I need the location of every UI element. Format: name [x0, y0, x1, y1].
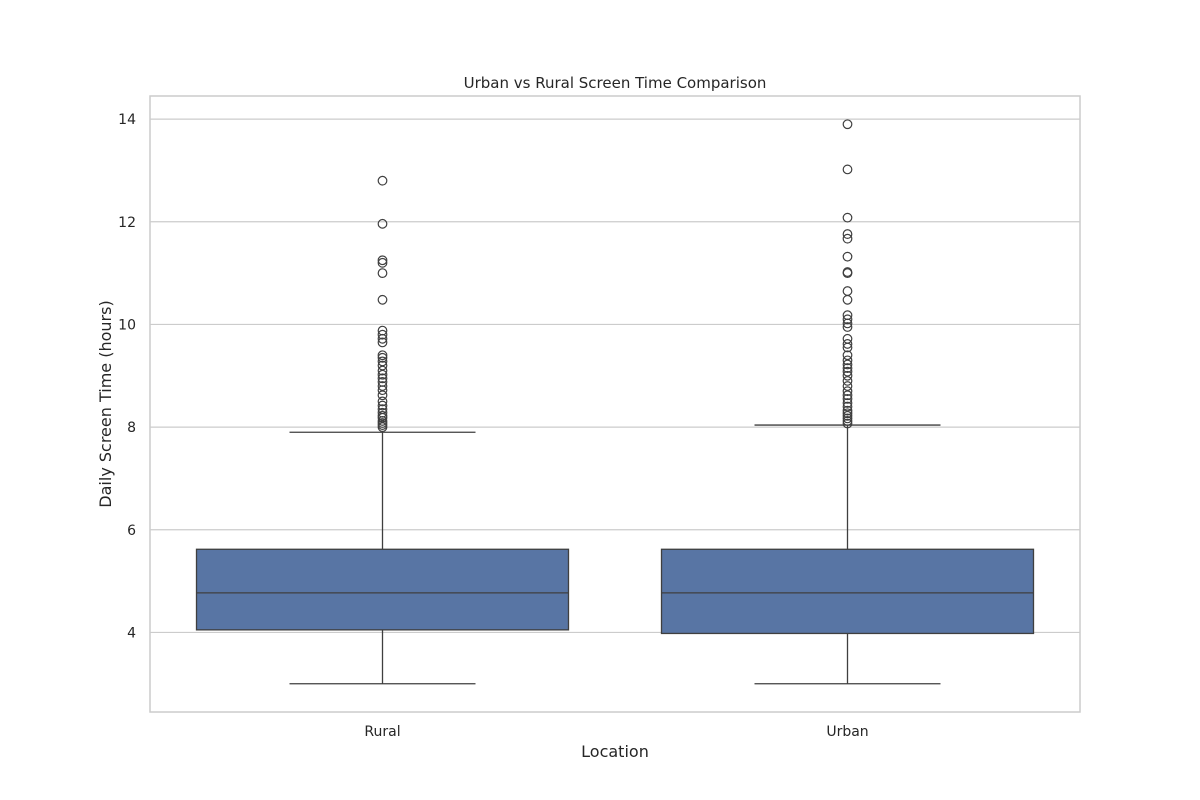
- outlier-point: [842, 322, 853, 332]
- iqr-box: [195, 548, 570, 631]
- y-tick-label: 10: [118, 317, 136, 333]
- y-tick-label: 4: [127, 625, 136, 641]
- outlier-point: [842, 376, 853, 386]
- outlier-point: [842, 229, 853, 239]
- outlier-point: [842, 401, 853, 412]
- outlier-point: [377, 294, 388, 305]
- y-tick-labels: 4 6 8 10 12 14: [118, 112, 136, 641]
- grid-lines: [150, 118, 1080, 634]
- box-group-rural: [195, 175, 570, 685]
- outlier-point: [377, 356, 388, 367]
- outlier-point: [842, 251, 853, 262]
- outlier-point: [842, 370, 853, 381]
- outlier-point: [842, 405, 853, 416]
- outlier-point: [377, 175, 388, 186]
- y-tick-label: 14: [118, 112, 136, 128]
- outlier-point: [377, 329, 388, 340]
- outlier-point: [842, 363, 853, 373]
- outlier-point: [842, 393, 853, 404]
- outlier-point: [842, 310, 853, 321]
- outlier-point: [377, 325, 388, 336]
- outlier-point: [842, 267, 853, 277]
- outlier-point: [377, 268, 388, 279]
- outlier-point: [377, 365, 388, 376]
- outlier-point: [842, 339, 853, 349]
- outlier-point: [377, 377, 388, 387]
- boxes: [195, 119, 1035, 685]
- outlier-point: [377, 369, 388, 380]
- outlier-point: [377, 400, 388, 411]
- outlier-point: [842, 381, 853, 391]
- outlier-point: [377, 257, 388, 268]
- outlier-point: [842, 410, 853, 421]
- outlier-point: [842, 398, 853, 408]
- box-group-urban: [660, 119, 1035, 685]
- outlier-point: [842, 333, 853, 344]
- outlier-point: [842, 413, 853, 424]
- plot-frame: [149, 95, 1081, 713]
- chart-title: Urban vs Rural Screen Time Comparison: [464, 74, 767, 92]
- outlier-point: [377, 410, 388, 421]
- outlier-point: [842, 286, 853, 296]
- outlier-point: [842, 390, 853, 401]
- outlier-point: [842, 350, 853, 361]
- outlier-point: [842, 418, 853, 429]
- outlier-point: [377, 396, 388, 407]
- x-tick-label: Rural: [364, 724, 400, 740]
- outlier-point: [377, 218, 388, 229]
- outlier-point: [377, 381, 388, 391]
- y-tick-label: 8: [127, 420, 136, 436]
- outlier-point: [377, 360, 388, 371]
- y-tick-label: 6: [127, 523, 136, 539]
- outlier-point: [842, 233, 853, 244]
- outlier-point: [842, 416, 853, 426]
- x-axis-label: Location: [581, 742, 649, 761]
- outlier-point: [842, 355, 853, 366]
- outlier-point: [842, 408, 853, 419]
- outlier-point: [377, 404, 388, 415]
- outlier-point: [377, 337, 388, 348]
- y-axis-label: Daily Screen Time (hours): [96, 300, 115, 507]
- iqr-box: [660, 548, 1035, 635]
- outlier-point: [377, 373, 388, 384]
- outlier-point: [842, 164, 853, 175]
- outlier-point: [377, 255, 388, 266]
- outlier-point: [377, 350, 388, 361]
- x-tick-label: Urban: [826, 724, 868, 740]
- x-tick-labels: Rural Urban: [364, 724, 868, 740]
- outlier-point: [377, 352, 388, 363]
- outlier-point: [842, 386, 853, 397]
- outlier-point: [377, 407, 388, 418]
- outlier-point: [842, 212, 853, 223]
- outlier-point: [377, 390, 388, 401]
- outlier-point: [842, 119, 853, 130]
- outlier-point: [842, 314, 853, 325]
- outlier-point: [842, 366, 853, 377]
- y-tick-label: 12: [118, 215, 136, 231]
- outlier-point: [842, 359, 853, 370]
